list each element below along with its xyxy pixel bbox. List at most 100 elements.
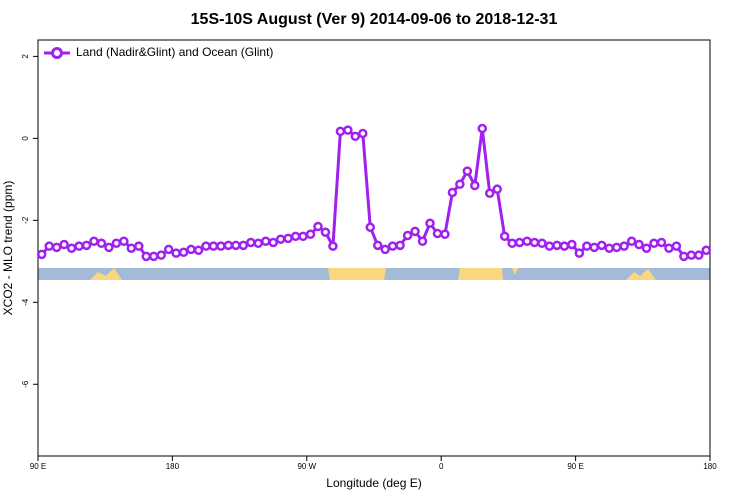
data-point [365,222,376,233]
data-point [81,240,92,251]
data-point [402,230,413,241]
data-point [44,241,54,251]
data-point [529,237,540,248]
data-point [656,237,667,248]
data-point [104,242,114,253]
land-band [90,268,122,280]
data-point [499,231,510,242]
legend: Land (Nadir&Glint) and Ocean (Glint) [44,45,273,59]
data-point [395,240,405,251]
data-point [470,180,480,191]
data-point [193,245,204,256]
data-point [686,250,697,260]
data-point [582,241,592,251]
data-point [59,239,69,250]
data-point [634,239,644,250]
data-point [268,237,278,248]
data-point [111,238,122,249]
y-tick-label: -6 [21,380,30,388]
chart-title: 15S-10S August (Ver 9) 2014-09-06 to 201… [191,11,558,28]
data-point [522,236,532,246]
data-point [641,243,652,253]
data-point [343,125,353,135]
data-point [148,251,159,262]
data-point [619,241,629,251]
data-point [186,244,196,255]
data-point [484,188,495,199]
data-point [335,126,346,137]
data-point [372,240,383,251]
data-point [604,243,614,253]
data-point [305,229,316,240]
data-point [559,241,570,251]
data-point [119,236,129,246]
x-tick-label: 90 E [30,462,46,471]
data-point [223,240,234,251]
y-tick-label: 0 [21,136,30,141]
data-point [216,241,226,251]
data-point [462,166,473,176]
data-point [380,244,390,255]
data-point [298,231,308,242]
legend-label: Land (Nadir&Glint) and Ocean (Glint) [76,45,273,59]
data-point [671,241,682,251]
data-point [358,128,368,139]
data-point [455,179,465,190]
data-point [51,242,62,253]
land-band [458,268,503,280]
data-point [492,184,502,194]
data-point [141,251,152,262]
data-point [246,237,256,248]
data-point [283,233,293,244]
x-tick-label: 90 W [297,462,316,471]
data-point [350,131,361,142]
data-point [567,239,577,250]
data-point [126,243,137,253]
data-point [589,242,600,253]
data-point [134,241,144,251]
data-point [253,238,264,249]
data-point [320,227,331,237]
data-point [163,244,174,255]
data-point [66,243,77,253]
x-tick-label: 0 [439,462,444,471]
data-point [649,238,659,249]
data-point [387,241,398,251]
land-ocean-strip [38,268,710,280]
data-point [552,240,562,251]
data-point [201,241,211,251]
data-point [447,187,458,198]
y-tick-label: -2 [21,216,30,224]
data-point [171,248,181,258]
data-point [275,234,286,244]
x-tick-label: 180 [703,462,717,471]
data-point [477,123,488,134]
data-point [611,242,622,253]
data-point [36,249,47,260]
y-axis-label: XCO2 - MLO trend (ppm) [1,181,15,316]
data-point [260,236,271,246]
data-point [537,238,547,249]
data-point [417,236,428,246]
data-point [664,243,674,253]
data-point [694,250,704,260]
data-point [328,241,338,251]
data-point [425,218,435,228]
data-point [290,231,301,242]
data-point [208,241,219,251]
data-point [432,228,443,239]
data-point [701,245,712,256]
land-band [328,268,386,280]
data-point [679,251,689,262]
data-line [40,128,708,259]
data-point [74,241,84,251]
data-point [313,221,323,232]
data-point [178,247,189,258]
land-band [512,268,518,275]
y-tick-label: -4 [21,298,30,306]
y-tick-label: 2 [21,54,30,59]
data-point [410,226,420,237]
data-point [440,229,450,240]
x-tick-label: 90 E [567,462,583,471]
